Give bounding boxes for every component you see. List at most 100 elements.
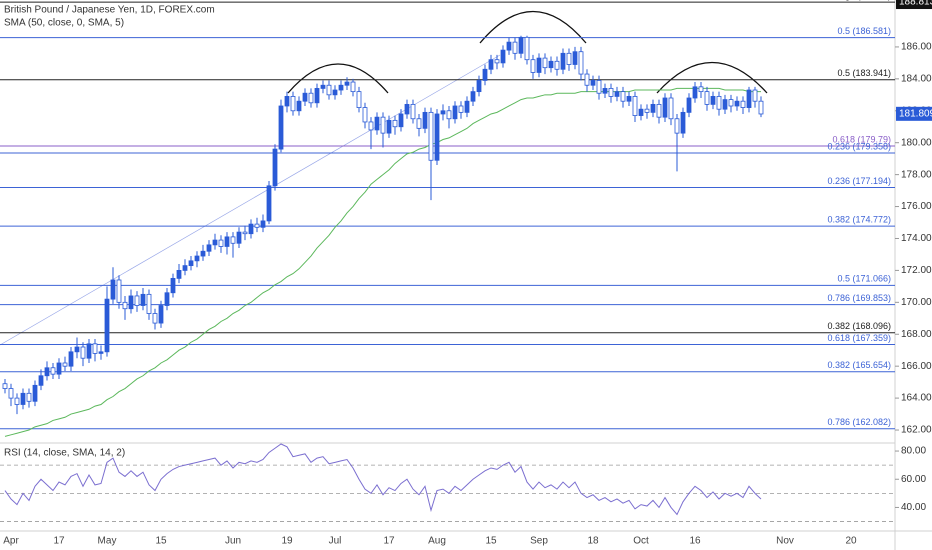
level-label: 0.786 (162.082) — [827, 417, 891, 427]
level-label: 0.236 (177.194) — [827, 176, 891, 186]
candle-body — [500, 49, 506, 64]
price-label-box — [896, 106, 932, 121]
candle-body — [458, 105, 464, 113]
candle-body — [482, 68, 488, 81]
candle-body — [62, 362, 68, 367]
candle-body — [332, 89, 338, 96]
x-tick-label: Sep — [530, 536, 548, 547]
candle-body — [194, 255, 200, 262]
candle-body — [632, 96, 638, 116]
candle-body — [152, 313, 158, 324]
level-label: 0.786 (169.853) — [827, 293, 891, 303]
candle-body — [626, 96, 632, 102]
candle-body — [308, 92, 314, 104]
candle-body — [554, 60, 560, 70]
candle-body — [104, 298, 110, 353]
x-tick-label: 18 — [587, 536, 599, 547]
candle-body — [212, 239, 218, 246]
left-shoulder-arc — [287, 63, 389, 94]
candle-body — [686, 97, 692, 113]
candle-body — [452, 105, 458, 120]
trend-line — [0, 54, 501, 346]
candle-body — [176, 270, 182, 279]
candle-body — [242, 231, 248, 235]
candle-body — [680, 111, 686, 134]
x-tick-label: May — [98, 536, 117, 547]
candle-body — [716, 96, 722, 110]
level-label: 0.382 (168.096) — [827, 321, 891, 331]
candle-body — [170, 277, 176, 294]
price-label-box — [896, 0, 932, 10]
y-tick-label: 178.000 — [901, 169, 932, 180]
level-label: 0.382 (174.772) — [827, 215, 891, 225]
candle-body — [206, 244, 212, 252]
y-tick-label: 166.000 — [901, 361, 932, 372]
candle-body — [704, 91, 710, 105]
candle-body — [710, 96, 716, 105]
candle-body — [356, 91, 362, 108]
candle-body — [758, 100, 764, 115]
candle-body — [122, 301, 128, 310]
indicator-label: SMA (50, close, 0, SMA, 5) — [4, 18, 124, 29]
candle-body — [434, 113, 440, 161]
y-tick-label: 170.000 — [901, 297, 932, 308]
y-tick-label: 184.000 — [901, 73, 932, 84]
candle-body — [464, 100, 470, 113]
candle-body — [164, 292, 170, 306]
candle-body — [560, 52, 566, 70]
candle-body — [542, 57, 548, 69]
level-label: 0.5 (183.941) — [837, 68, 891, 78]
candle-body — [350, 81, 356, 93]
candle-body — [8, 388, 14, 399]
candle-body — [674, 118, 680, 134]
candle-body — [230, 236, 236, 244]
candle-body — [362, 107, 368, 123]
candle-body — [224, 236, 230, 247]
candle-body — [410, 103, 416, 120]
candle-body — [182, 265, 188, 271]
candle-body — [728, 99, 734, 107]
y-tick-label: 176.000 — [901, 201, 932, 212]
candle-body — [740, 100, 746, 108]
candle-body — [236, 231, 242, 244]
candle-body — [74, 346, 80, 353]
candle-body — [260, 220, 266, 228]
price-label: 181.809 — [899, 108, 932, 119]
x-tick-label: Nov — [776, 536, 794, 547]
candle-body — [614, 91, 620, 97]
candle-body — [428, 111, 434, 161]
candle-body — [314, 88, 320, 104]
candle-body — [320, 84, 326, 89]
x-tick-label: Jun — [225, 536, 241, 547]
candle-body — [518, 36, 524, 54]
candle-body — [116, 279, 122, 303]
candle-body — [644, 108, 650, 113]
x-tick-label: Apr — [3, 536, 19, 547]
candle-body — [374, 116, 380, 131]
candle-body — [296, 100, 302, 112]
y-tick-label: 186.000 — [901, 42, 932, 53]
candle-body — [524, 36, 530, 61]
level-label: 0.5 (171.066) — [837, 274, 891, 284]
candle-body — [638, 108, 644, 116]
candle-body — [140, 293, 146, 306]
candle-body — [548, 60, 554, 69]
candle-body — [272, 148, 278, 187]
x-tick-label: 20 — [845, 536, 857, 547]
candle-body — [32, 384, 38, 402]
x-tick-label: Oct — [633, 536, 649, 547]
candle-body — [80, 346, 86, 359]
y-tick-label: 164.000 — [901, 393, 932, 404]
candle-body — [20, 392, 26, 405]
candle-body — [386, 119, 392, 134]
candle-body — [110, 279, 116, 300]
candle-body — [668, 97, 674, 120]
level-label: 0.618 (179.79) — [832, 134, 891, 144]
candle-body — [146, 293, 152, 314]
candle-body — [266, 185, 272, 222]
candle-body — [734, 100, 740, 107]
x-tick-label: Jul — [329, 536, 342, 547]
candle-body — [278, 105, 284, 150]
y-tick-label: 174.000 — [901, 233, 932, 244]
